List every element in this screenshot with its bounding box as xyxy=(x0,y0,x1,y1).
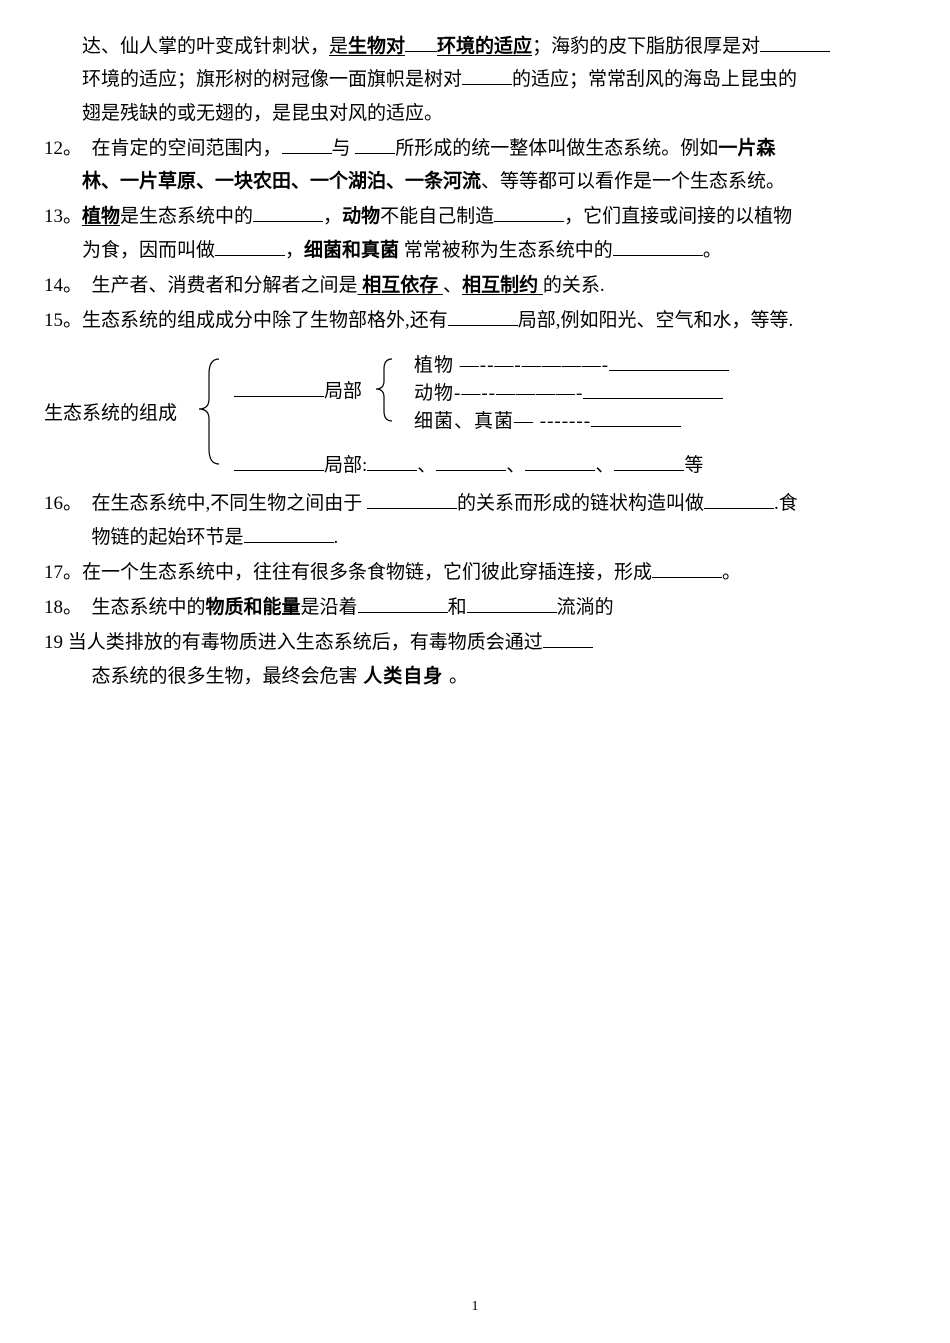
text: 翅是残缺的或无翅的，是昆虫对风的适应。 xyxy=(82,103,443,124)
text: 林、一片草原、一块农田、一个湖泊、一条河流 xyxy=(82,171,481,192)
text: 人类自身 xyxy=(358,666,450,687)
blank xyxy=(543,628,593,648)
qnum: 12。 xyxy=(44,138,82,159)
text: ；海豹的皮下脂肪很厚是对 xyxy=(532,36,760,57)
qnum: 19 xyxy=(44,632,63,653)
blank xyxy=(282,134,332,154)
qnum: 15。 xyxy=(44,310,82,331)
q18: 18。 生态系统中的物质和能量是沿着 和 流淌的 xyxy=(44,591,900,624)
qnum: 18。 xyxy=(44,597,82,618)
text: 是生物对环境的适应 xyxy=(329,36,532,57)
text: 、 xyxy=(443,275,462,296)
q17: 17。在一个生态系统中，往往有很多条食物链，它们彼此穿插连接，形成 。 xyxy=(44,556,900,589)
diagram-bacteria: 细菌、真菌— ------- xyxy=(414,405,681,438)
text: 相互依存 xyxy=(358,275,444,296)
text: 物链的起始环节是 xyxy=(92,527,244,548)
q15: 15。生态系统的组成成分中除了生物部格外,还有 局部,例如阳光、空气和水，等等. xyxy=(44,304,900,337)
text: 。 xyxy=(449,666,468,687)
blank xyxy=(355,134,395,154)
blank xyxy=(613,236,703,256)
text: 态系统的很多生物，最终会危害 xyxy=(92,666,358,687)
text: . xyxy=(334,527,339,548)
text: 的关系. xyxy=(543,275,605,296)
blank xyxy=(760,32,830,52)
text: ， xyxy=(285,240,304,261)
blank xyxy=(467,593,557,613)
qnum: 16。 xyxy=(44,493,82,514)
blank xyxy=(704,489,774,509)
qnum: 13。 xyxy=(44,206,82,227)
document-page: 达、仙人掌的叶变成针刺状，是生物对环境的适应；海豹的皮下脂肪很厚是对 环境的适应… xyxy=(0,0,950,1343)
text: 生产者、消费者和分解者之间是 xyxy=(92,275,358,296)
text: 在生态系统中,不同生物之间由于 xyxy=(92,493,363,514)
text: 为食，因而叫做 xyxy=(82,240,215,261)
text: 生态系统的组成成分中除了生物部格外,还有 xyxy=(82,310,448,331)
text: ，它们直接或间接的以植物 xyxy=(564,206,792,227)
text: 局部,例如阳光、空气和水，等等. xyxy=(518,310,794,331)
qnum: 14。 xyxy=(44,275,82,296)
text: 当人类排放的有毒物质进入生态系统后，有毒物质会通过 xyxy=(63,632,543,653)
text: 所形成的统一整体叫做生态系统。例如 xyxy=(395,138,718,159)
text: 的适应；常常刮风的海岛上昆虫的 xyxy=(512,69,797,90)
diagram-part1: 局部 xyxy=(234,375,362,408)
text: 。 xyxy=(703,240,722,261)
blank xyxy=(462,65,512,85)
q12: 12。 在肯定的空间范围内， 与 所形成的统一整体叫做生态系统。例如一片森 林、一… xyxy=(44,132,900,199)
q16: 16。 在生态系统中,不同生物之间由于 的关系而形成的链状构造叫做 .食 物链的起… xyxy=(44,487,900,554)
text: 一片森 xyxy=(718,138,775,159)
text: ， xyxy=(323,206,342,227)
qnum: 17。 xyxy=(44,562,82,583)
text: 是生态系统中的 xyxy=(120,206,253,227)
ecosystem-diagram: 生态系统的组成 局部 植物 —--—-————- 动物-—--————- 细菌、… xyxy=(44,349,900,479)
text: 环境的适应；旗形树的树冠像一面旗帜是树对 xyxy=(82,69,462,90)
q19: 19 当人类排放的有毒物质进入生态系统后，有毒物质会通过 态系统的很多生物，最终… xyxy=(44,626,900,693)
text: 、等等都可以看作是一个生态系统。 xyxy=(481,171,785,192)
page-number: 1 xyxy=(0,1295,950,1320)
blank xyxy=(358,593,448,613)
text: 流淌的 xyxy=(557,597,614,618)
q11-cont: 达、仙人掌的叶变成针刺状，是生物对环境的适应；海豹的皮下脂肪很厚是对 环境的适应… xyxy=(44,30,900,130)
blank xyxy=(494,202,564,222)
text: 在肯定的空间范围内， xyxy=(92,138,282,159)
text: 不能自己制造 xyxy=(380,206,494,227)
text: 达、仙人掌的叶变成针刺状， xyxy=(82,36,329,57)
text: 生态系统中的 xyxy=(92,597,206,618)
text: 是沿着 xyxy=(301,597,358,618)
blank xyxy=(367,489,457,509)
blank xyxy=(253,202,323,222)
text: 常常被称为生态系统中的 xyxy=(399,240,613,261)
diagram-root: 生态系统的组成 xyxy=(44,397,177,430)
text: 和 xyxy=(448,597,467,618)
text: 动物 xyxy=(342,206,380,227)
blank xyxy=(448,306,518,326)
blank xyxy=(244,523,334,543)
text: 植物 xyxy=(82,206,120,227)
text: 与 xyxy=(332,138,351,159)
text: 在一个生态系统中，往往有很多条食物链，它们彼此穿插连接，形成 xyxy=(82,562,652,583)
q14: 14。 生产者、消费者和分解者之间是 相互依存 、相互制约 的关系. xyxy=(44,269,900,302)
text: .食 xyxy=(774,493,798,514)
blank xyxy=(215,236,285,256)
diagram-part2: 局部:、、、等 xyxy=(234,449,703,482)
text: 相互制约 xyxy=(462,275,543,296)
text: 的关系而形成的链状构造叫做 xyxy=(457,493,704,514)
q13: 13。植物是生态系统中的，动物不能自己制造，它们直接或间接的以植物 为食，因而叫… xyxy=(44,200,900,267)
blank xyxy=(652,558,722,578)
text: 物质和能量 xyxy=(206,597,301,618)
text: 。 xyxy=(722,562,741,583)
text: 细菌和真菌 xyxy=(304,240,399,261)
